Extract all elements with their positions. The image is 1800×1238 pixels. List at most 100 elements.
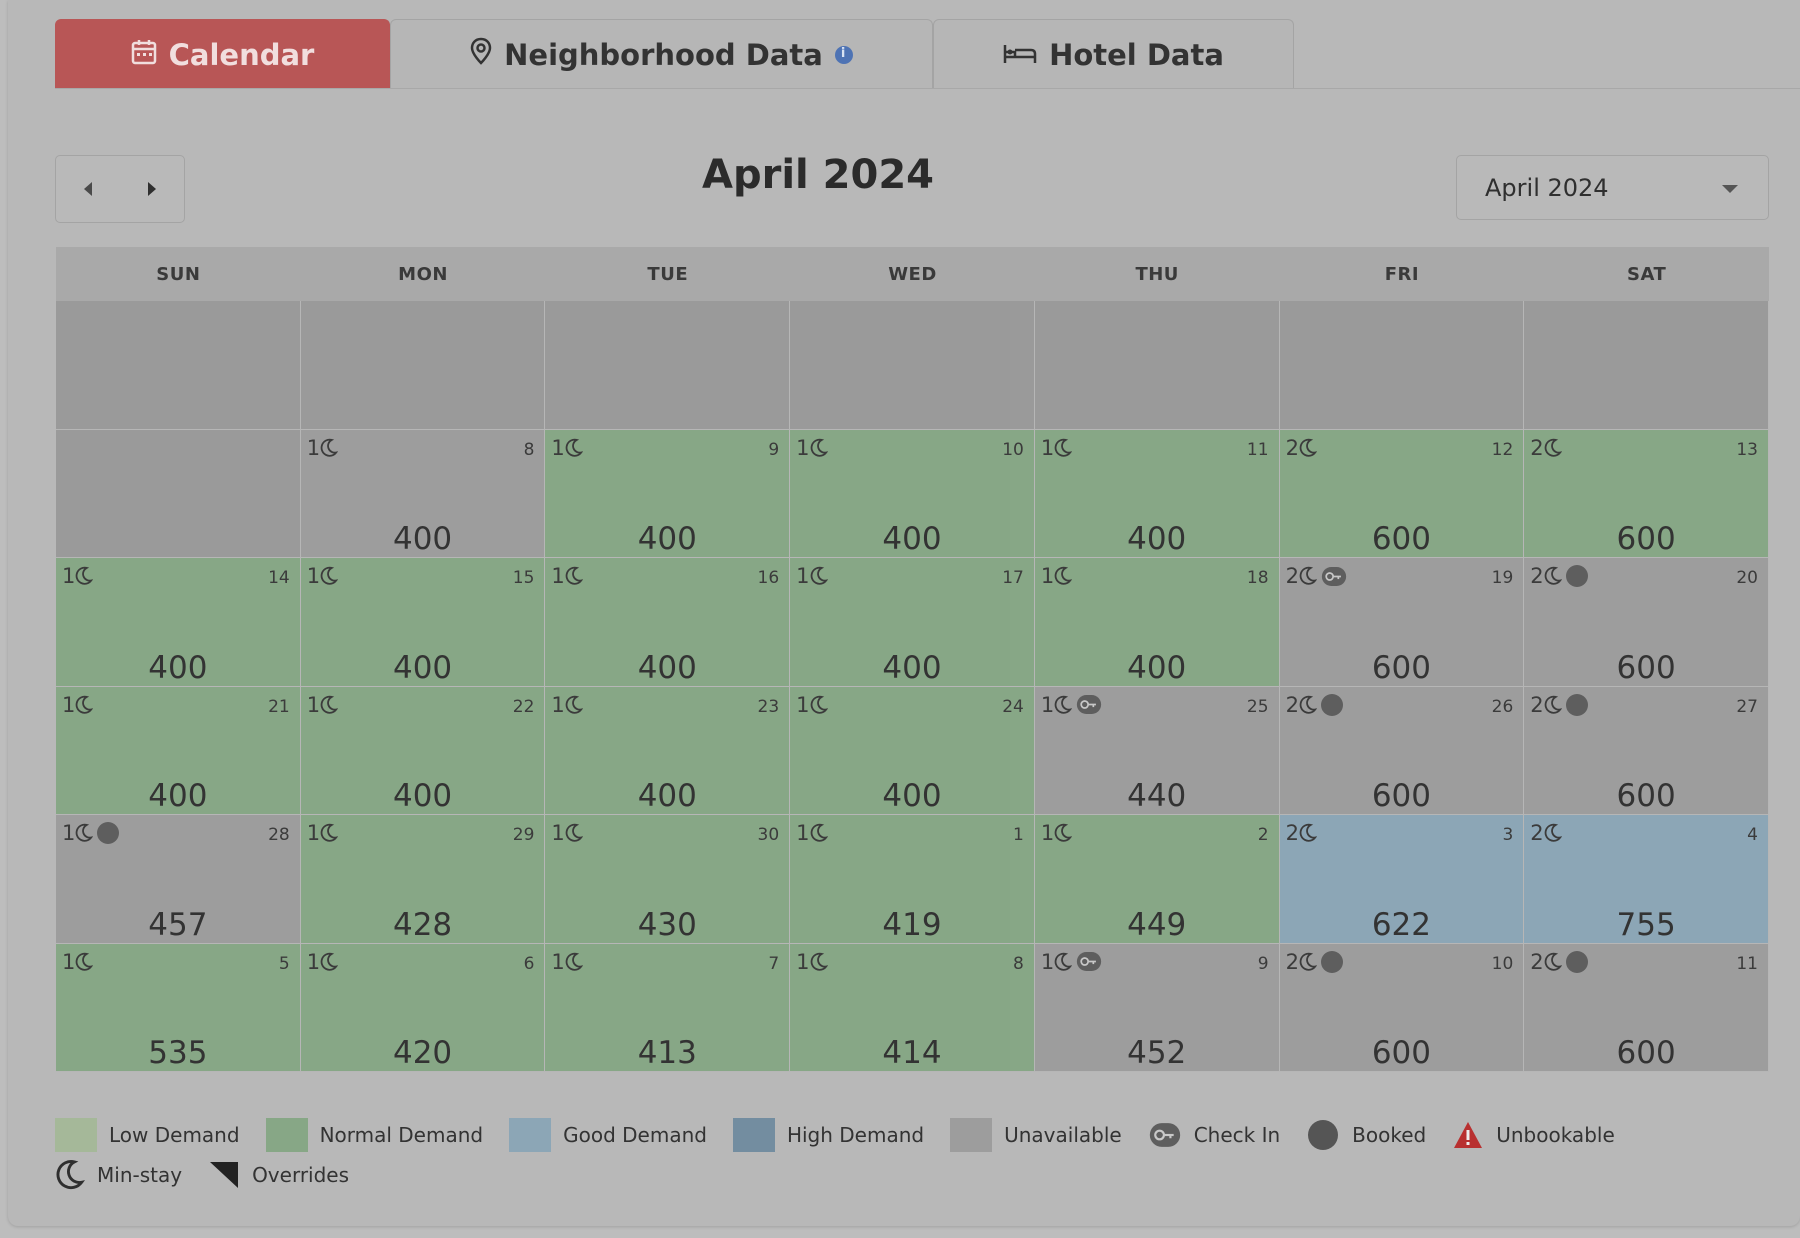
day-price: 600 — [1616, 1035, 1676, 1071]
day-number: 6 — [523, 953, 535, 974]
day-number: 21 — [268, 696, 290, 717]
next-month-button[interactable] — [132, 169, 172, 209]
day-cell[interactable]: 2 20 600 — [1524, 558, 1769, 687]
legend-label: Unavailable — [1004, 1123, 1122, 1147]
min-stay: 2 — [1530, 564, 1588, 588]
min-stay: 1 — [796, 435, 828, 460]
day-cell[interactable]: 1 7 413 — [545, 943, 791, 1072]
min-stay: 2 — [1530, 950, 1588, 974]
day-cell[interactable]: 1 15 400 — [300, 558, 546, 687]
info-icon[interactable] — [834, 45, 853, 64]
day-price: 400 — [637, 778, 697, 814]
day-cell[interactable]: 1 2 449 — [1034, 815, 1280, 944]
moon-icon — [320, 695, 339, 714]
min-stay: 1 — [796, 950, 828, 974]
day-cell[interactable]: 1 5 535 — [56, 943, 301, 1072]
tab-hotel-label: Hotel Data — [1049, 37, 1224, 72]
day-price: 600 — [1371, 1035, 1431, 1071]
day-cell[interactable]: 1 28 457 — [56, 815, 301, 944]
caret-left-icon — [84, 182, 92, 196]
legend-swatch — [732, 1118, 775, 1152]
calendar-grid: SUN MON TUE WED THU FRI SAT 1 8 400 1 9 400 1 10 400 1 1… — [56, 247, 1769, 1072]
day-cell[interactable]: 2 3 622 — [1279, 815, 1525, 944]
day-cell[interactable]: 1 14 400 — [56, 558, 301, 687]
day-cell[interactable]: 1 1 419 — [790, 815, 1035, 944]
day-cell[interactable]: 2 13 600 — [1524, 429, 1769, 558]
day-cell[interactable]: 1 9 400 — [545, 429, 791, 558]
day-cell[interactable]: 2 26 600 — [1279, 686, 1525, 815]
day-cell[interactable]: 1 24 400 — [790, 686, 1035, 815]
day-price: 600 — [1616, 521, 1676, 557]
day-cell[interactable]: 1 21 400 — [56, 686, 301, 815]
min-stay: 1 — [307, 821, 339, 845]
day-cell[interactable]: 2 10 600 — [1279, 943, 1525, 1072]
month-select[interactable]: April 2024 — [1456, 155, 1769, 220]
weekday-label: SUN — [156, 263, 201, 285]
day-cell[interactable]: 1 8 414 — [790, 943, 1035, 1072]
moon-icon — [1054, 823, 1073, 842]
min-stay: 1 — [796, 693, 828, 717]
day-cell[interactable]: 1 16 400 — [545, 558, 791, 687]
moon-icon — [810, 695, 828, 714]
legend-label: Low Demand — [109, 1123, 240, 1147]
day-cell[interactable]: 2 11 600 — [1524, 943, 1769, 1072]
tab-hotel-data[interactable]: Hotel Data — [933, 19, 1294, 89]
moon-icon — [810, 823, 828, 842]
legend-swatch — [265, 1118, 308, 1152]
day-cell[interactable]: 1 30 430 — [545, 815, 791, 944]
day-number: 16 — [757, 568, 780, 588]
min-stay-nights: 1 — [551, 435, 565, 460]
day-number: 5 — [278, 953, 290, 974]
day-cell[interactable]: 2 19 600 — [1279, 558, 1525, 687]
day-number: 8 — [1013, 953, 1024, 974]
day-cell[interactable]: 2 12 600 — [1279, 429, 1525, 558]
day-cell[interactable]: 1 29 428 — [300, 815, 546, 944]
day-number: 25 — [1246, 696, 1269, 717]
day-cell[interactable]: 1 17 400 — [790, 558, 1035, 687]
moon-icon — [76, 952, 94, 971]
calendar-days: 1 8 400 1 9 400 1 10 400 1 11 400 2 12 600 2 13 600 1 14 400… — [56, 301, 1769, 1072]
min-stay-nights: 1 — [62, 821, 76, 845]
day-price: 449 — [1127, 906, 1187, 943]
day-cell[interactable]: 2 4 755 — [1524, 815, 1769, 944]
legend-label: Booked — [1352, 1123, 1427, 1147]
min-stay-nights: 1 — [551, 564, 565, 588]
min-stay-nights: 1 — [796, 435, 810, 460]
day-cell[interactable]: 1 9 452 — [1034, 943, 1280, 1072]
tab-neighborhood-data[interactable]: Neighborhood Data — [390, 19, 933, 89]
day-cell[interactable]: 1 25 440 — [1034, 686, 1280, 815]
day-cell[interactable]: 1 22 400 — [300, 686, 546, 815]
min-stay: 1 — [551, 693, 583, 717]
min-stay-nights: 1 — [1040, 821, 1055, 845]
moon-icon — [1054, 952, 1073, 971]
min-stay: 1 — [307, 693, 339, 717]
min-stay: 2 — [1530, 821, 1562, 845]
empty-day-cell — [56, 429, 301, 558]
min-stay: 1 — [551, 949, 583, 974]
warning-triangle-icon — [1452, 1120, 1484, 1150]
min-stay-nights: 1 — [551, 949, 565, 974]
min-stay-nights: 2 — [1530, 564, 1544, 588]
day-cell[interactable]: 1 11 400 — [1034, 429, 1280, 558]
min-stay-nights: 2 — [1285, 692, 1299, 717]
day-cell[interactable]: 1 6 420 — [300, 943, 546, 1072]
day-cell[interactable]: 1 8 400 — [300, 429, 546, 558]
min-stay: 2 — [1530, 436, 1562, 460]
day-cell[interactable]: 2 27 600 — [1524, 686, 1769, 815]
min-stay-nights: 2 — [1285, 821, 1299, 845]
moon-icon — [565, 952, 583, 971]
day-cell[interactable]: 1 18 400 — [1034, 558, 1280, 687]
day-price: 400 — [1127, 521, 1187, 557]
legend-row: Low Demand Normal Demand Good Demand High D… — [55, 1115, 1775, 1155]
booked-dot-icon — [1565, 950, 1588, 973]
tab-calendar[interactable]: Calendar — [55, 19, 390, 89]
day-cell[interactable]: 1 10 400 — [790, 429, 1035, 558]
prev-month-button[interactable] — [68, 169, 108, 209]
min-stay: 1 — [1041, 436, 1073, 460]
day-number: 17 — [1002, 568, 1024, 588]
legend-label: Min-stay — [97, 1163, 183, 1187]
min-stay: 1 — [307, 564, 339, 588]
day-number: 23 — [757, 696, 780, 717]
moon-icon — [320, 566, 339, 585]
day-cell[interactable]: 1 23 400 — [545, 686, 791, 815]
